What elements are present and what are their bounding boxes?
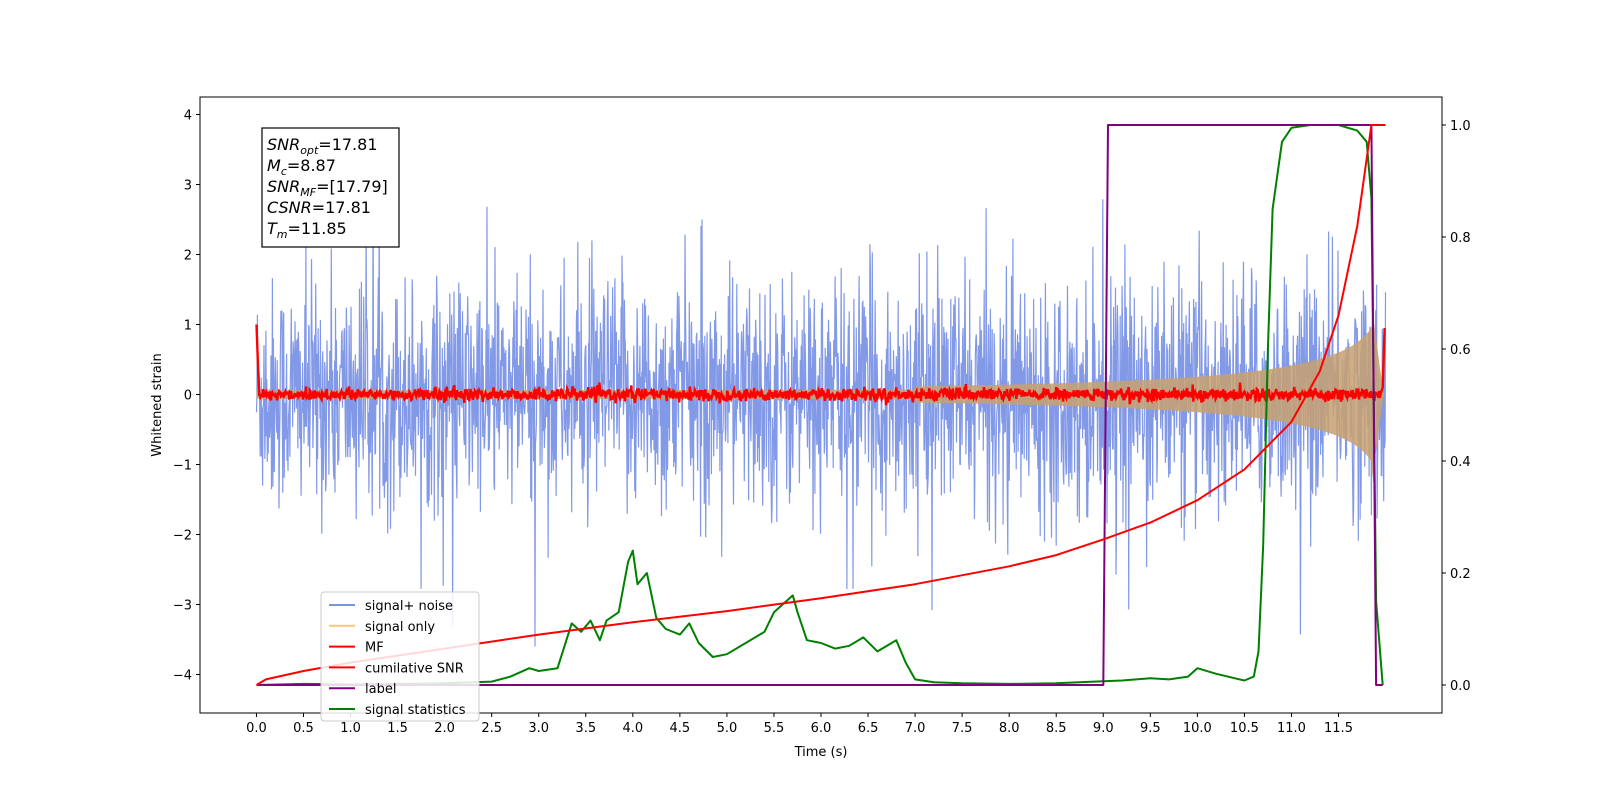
x-tick-label: 2.0 — [434, 721, 455, 736]
series-mf-line — [255, 324, 1386, 406]
x-tick-label: 8.0 — [999, 721, 1020, 736]
y2-tick-label: 0.2 — [1450, 567, 1471, 582]
x-tick-label: 6.5 — [858, 721, 879, 736]
x-tick-label: 0.0 — [246, 721, 267, 736]
x-tick-label: 3.0 — [528, 721, 549, 736]
info-line: SNRMF=[17.79] — [267, 177, 388, 199]
x-tick-label: 0.5 — [293, 721, 314, 736]
x-tick-label: 6.0 — [811, 721, 832, 736]
info-line: Mc=8.87 — [267, 156, 336, 178]
legend: signal+ noise signal only MF cumilative SNR… — [320, 591, 480, 722]
y2-tick-label: 0.0 — [1450, 679, 1471, 694]
y-tick-label: 3 — [184, 179, 192, 194]
series-label-line — [256, 124, 1383, 686]
x-tick-label: 11.0 — [1277, 721, 1306, 736]
y2-tick-label: 1.0 — [1450, 119, 1471, 134]
y-tick-label: −2 — [173, 529, 192, 544]
x-tick-label: 2.5 — [481, 721, 502, 736]
axes-layer: 0.0 0.5 1.0 1.5 2.0 2.5 3.0 3.5 4.0 4.5 5.0 5.5 6.0 6… — [173, 109, 1471, 737]
y-tick-label: −3 — [173, 599, 192, 614]
legend-label: MF — [365, 641, 384, 656]
y-tick-label: −4 — [173, 669, 192, 684]
y-tick-label: 0 — [184, 389, 192, 404]
x-tick-label: 5.0 — [717, 721, 738, 736]
y2-tick-label: 0.4 — [1450, 455, 1471, 470]
x-tick-label: 1.0 — [340, 721, 361, 736]
x-tick-label: 4.5 — [670, 721, 691, 736]
series-signal-noise-line — [255, 176, 1387, 647]
y-axis-label: Whitened strain — [150, 353, 165, 456]
info-line: CSNR=17.81 — [267, 198, 371, 217]
info-box-frame — [261, 127, 400, 248]
x-tick-label: 10.0 — [1183, 721, 1212, 736]
y-tick-label: 4 — [184, 109, 192, 124]
x-tick-label: 7.5 — [952, 721, 973, 736]
x-tick-label: 3.5 — [575, 721, 596, 736]
info-line: SNRopt=17.81 — [267, 135, 378, 157]
info-line: Tm=11.85 — [267, 219, 347, 241]
legend-label: signal statistics — [365, 703, 466, 718]
x-tick-label: 5.5 — [764, 721, 785, 736]
legend-label: signal+ noise — [365, 599, 453, 614]
legend-label: signal only — [365, 620, 435, 635]
info-box: SNRopt=17.81Mc=8.87SNRMF=[17.79]CSNR=17.… — [261, 127, 400, 248]
plot-layer — [255, 124, 1387, 686]
y-tick-label: −1 — [173, 459, 192, 474]
x-axis-label: Time (s) — [794, 745, 848, 760]
x-tick-label: 10.5 — [1230, 721, 1259, 736]
y2-tick-label: 0.6 — [1450, 343, 1471, 358]
legend-label: cumilative SNR — [365, 661, 464, 676]
x-tick-label: 4.0 — [622, 721, 643, 736]
y-tick-label: 1 — [184, 319, 192, 334]
x-tick-label: 1.5 — [387, 721, 408, 736]
x-tick-label: 9.0 — [1093, 721, 1114, 736]
legend-label: label — [365, 682, 396, 697]
x-tick-label: 9.5 — [1140, 721, 1161, 736]
x-tick-label: 11.5 — [1324, 721, 1353, 736]
legend-frame — [320, 591, 480, 722]
x-tick-label: 8.5 — [1046, 721, 1067, 736]
y-tick-label: 2 — [184, 249, 192, 264]
x-tick-label: 7.0 — [905, 721, 926, 736]
y2-tick-label: 0.8 — [1450, 231, 1471, 246]
